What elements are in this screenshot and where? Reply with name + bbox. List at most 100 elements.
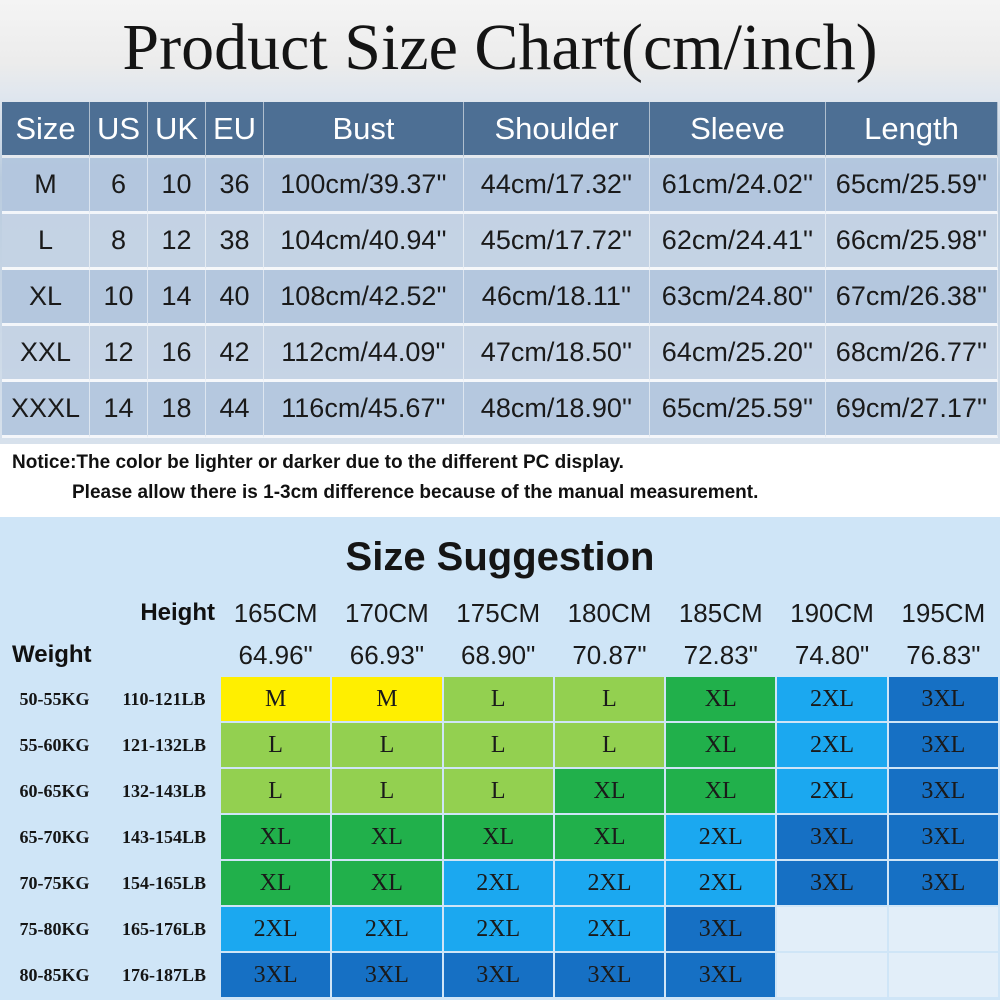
table-cell-shoulder: 46cm/18.11'' bbox=[464, 270, 650, 326]
suggested-size-cell: L bbox=[221, 769, 331, 813]
weight-lb-label: 121-132LB bbox=[121, 734, 206, 755]
height-inch-label: 68.90" bbox=[461, 639, 536, 670]
suggested-size-cell: L bbox=[332, 723, 442, 767]
table-cell-bust: 116cm/45.67'' bbox=[264, 382, 464, 438]
suggested-size-cell: 3XL bbox=[888, 815, 998, 859]
suggested-size-cell: XL bbox=[221, 815, 331, 859]
suggested-size-cell: XL bbox=[332, 861, 442, 905]
weight-kg-label: 75-80KG bbox=[19, 918, 90, 939]
table-cell-length: 68cm/26.77'' bbox=[826, 326, 998, 382]
empty-size-cell bbox=[777, 907, 887, 951]
table-cell-bust: 100cm/39.37'' bbox=[264, 158, 464, 214]
table-cell-sleeve: 62cm/24.41'' bbox=[650, 214, 826, 270]
table-cell-length: 65cm/25.59'' bbox=[826, 158, 998, 214]
weight-kg-label: 60-65KG bbox=[19, 780, 90, 801]
weight-row: 70-75KG 154-165LB XL XL 2XL 2XL 2XL 3XL 3XL bbox=[2, 861, 998, 905]
table-cell-shoulder: 47cm/18.50'' bbox=[464, 326, 650, 382]
suggested-size-cell: 3XL bbox=[888, 723, 998, 767]
size-chart-table: Size US UK EU Bust Shoulder Sleeve Length M 6 10 3… bbox=[2, 102, 998, 438]
table-cell-shoulder: 48cm/18.90'' bbox=[464, 382, 650, 438]
suggested-size-cell: 2XL bbox=[332, 907, 442, 951]
table-row: XL 10 14 40 108cm/42.52'' 46cm/18.11'' 63cm/24… bbox=[2, 270, 998, 326]
suggested-size-cell: 3XL bbox=[888, 861, 998, 905]
height-inch-label: 66.93" bbox=[349, 639, 425, 670]
table-cell-us: 14 bbox=[90, 382, 148, 438]
column-header-shoulder: Shoulder bbox=[464, 102, 650, 158]
table-row: XXXL 14 18 44 116cm/45.67'' 48cm/18.90'' 65cm/… bbox=[2, 382, 998, 438]
suggested-size-cell: 2XL bbox=[554, 861, 665, 905]
table-row: L 8 12 38 104cm/40.94'' 45cm/17.72'' 62cm/24.4… bbox=[2, 214, 998, 270]
height-cm-label: 170CM bbox=[345, 597, 429, 628]
table-row: XXL 12 16 42 112cm/44.09'' 47cm/18.50'' 64cm/2… bbox=[2, 326, 998, 382]
table-cell-uk: 10 bbox=[148, 158, 206, 214]
weight-row: 75-80KG 165-176LB 2XL 2XL 2XL 2XL 3XL bbox=[2, 907, 998, 951]
table-cell-length: 66cm/25.98'' bbox=[826, 214, 998, 270]
weight-row: 65-70KG 143-154LB XL XL XL XL 2XL 3XL 3XL bbox=[2, 815, 998, 859]
height-inch-label: 70.87" bbox=[572, 639, 647, 670]
size-suggestion-section: Size Suggestion Height 165CM 170CM 175CM 18… bbox=[0, 517, 1000, 1000]
table-cell-size: XXXL bbox=[2, 382, 90, 438]
table-cell-uk: 14 bbox=[148, 270, 206, 326]
height-cm-label: 165CM bbox=[233, 597, 318, 628]
table-cell-uk: 16 bbox=[148, 326, 206, 382]
column-header-bust: Bust bbox=[264, 102, 464, 158]
suggested-size-cell: L bbox=[443, 677, 553, 721]
height-inch-row: Weight 64.96" 66.93" 68.90" 70.87" 72.83" 74.… bbox=[2, 635, 998, 675]
table-cell-shoulder: 45cm/17.72'' bbox=[464, 214, 650, 270]
suggested-size-cell: 2XL bbox=[666, 815, 776, 859]
column-header-uk: UK bbox=[148, 102, 206, 158]
column-header-length: Length bbox=[826, 102, 998, 158]
suggested-size-cell: 2XL bbox=[221, 907, 331, 951]
table-cell-us: 10 bbox=[90, 270, 148, 326]
weight-row: 60-65KG 132-143LB L L L XL XL 2XL 3XL bbox=[2, 769, 998, 813]
weight-lb-label: 176-187LB bbox=[121, 964, 206, 985]
notice-line-2: Please allow there is 1-3cm difference b… bbox=[72, 482, 759, 503]
suggested-size-cell: XL bbox=[443, 815, 553, 859]
weight-kg-label: 80-85KG bbox=[19, 964, 90, 985]
empty-size-cell bbox=[888, 953, 998, 997]
weight-row: 55-60KG 121-132LB L L L L XL 2XL 3XL bbox=[2, 723, 998, 767]
table-cell-uk: 12 bbox=[148, 214, 206, 270]
table-cell-us: 6 bbox=[90, 158, 148, 214]
table-cell-bust: 112cm/44.09'' bbox=[264, 326, 464, 382]
suggested-size-cell: L bbox=[332, 769, 442, 813]
weight-lb-label: 165-176LB bbox=[121, 918, 206, 939]
table-cell-sleeve: 63cm/24.80'' bbox=[650, 270, 826, 326]
height-label: Height bbox=[140, 599, 215, 626]
table-cell-sleeve: 65cm/25.59'' bbox=[650, 382, 826, 438]
weight-kg-label: 55-60KG bbox=[19, 734, 90, 755]
height-inch-label: 74.80" bbox=[794, 639, 870, 670]
table-cell-size: XXL bbox=[2, 326, 90, 382]
table-cell-us: 8 bbox=[90, 214, 148, 270]
suggested-size-cell: XL bbox=[666, 723, 776, 767]
table-cell-bust: 108cm/42.52'' bbox=[264, 270, 464, 326]
column-header-us: US bbox=[90, 102, 148, 158]
suggested-size-cell: 2XL bbox=[777, 769, 887, 813]
suggested-size-cell: 3XL bbox=[221, 953, 331, 997]
size-suggestion-title: Size Suggestion bbox=[345, 535, 655, 579]
height-cm-label: 195CM bbox=[901, 597, 986, 628]
height-cm-label: 180CM bbox=[567, 597, 652, 628]
table-cell-eu: 38 bbox=[206, 214, 264, 270]
column-header-sleeve: Sleeve bbox=[650, 102, 826, 158]
height-inch-label: 72.83" bbox=[683, 639, 758, 670]
weight-row: 80-85KG 176-187LB 3XL 3XL 3XL 3XL 3XL bbox=[2, 953, 998, 997]
table-cell-eu: 44 bbox=[206, 382, 264, 438]
weight-kg-label: 70-75KG bbox=[19, 872, 90, 893]
suggested-size-cell: XL bbox=[332, 815, 442, 859]
suggested-size-cell: XL bbox=[666, 769, 776, 813]
suggested-size-cell: 3XL bbox=[777, 815, 887, 859]
table-row: M 6 10 36 100cm/39.37'' 44cm/17.32'' 61cm/24.0… bbox=[2, 158, 998, 214]
suggested-size-cell: XL bbox=[221, 861, 331, 905]
size-suggestion-table: Height 165CM 170CM 175CM 180CM 185CM 190CM 195… bbox=[0, 591, 1000, 999]
suggested-size-cell: 2XL bbox=[443, 861, 553, 905]
weight-row: 50-55KG 110-121LB M M L L XL 2XL 3XL bbox=[2, 677, 998, 721]
height-inch-label: 64.96" bbox=[238, 639, 313, 670]
table-cell-size: M bbox=[2, 158, 90, 214]
height-cm-row: Height 165CM 170CM 175CM 180CM 185CM 190CM 195… bbox=[2, 593, 998, 633]
suggested-size-cell: XL bbox=[554, 815, 665, 859]
suggested-size-cell: 3XL bbox=[554, 953, 665, 997]
notice-line-1: Notice:The color be lighter or darker du… bbox=[12, 452, 624, 473]
weight-kg-label: 65-70KG bbox=[19, 826, 90, 847]
table-cell-eu: 40 bbox=[206, 270, 264, 326]
